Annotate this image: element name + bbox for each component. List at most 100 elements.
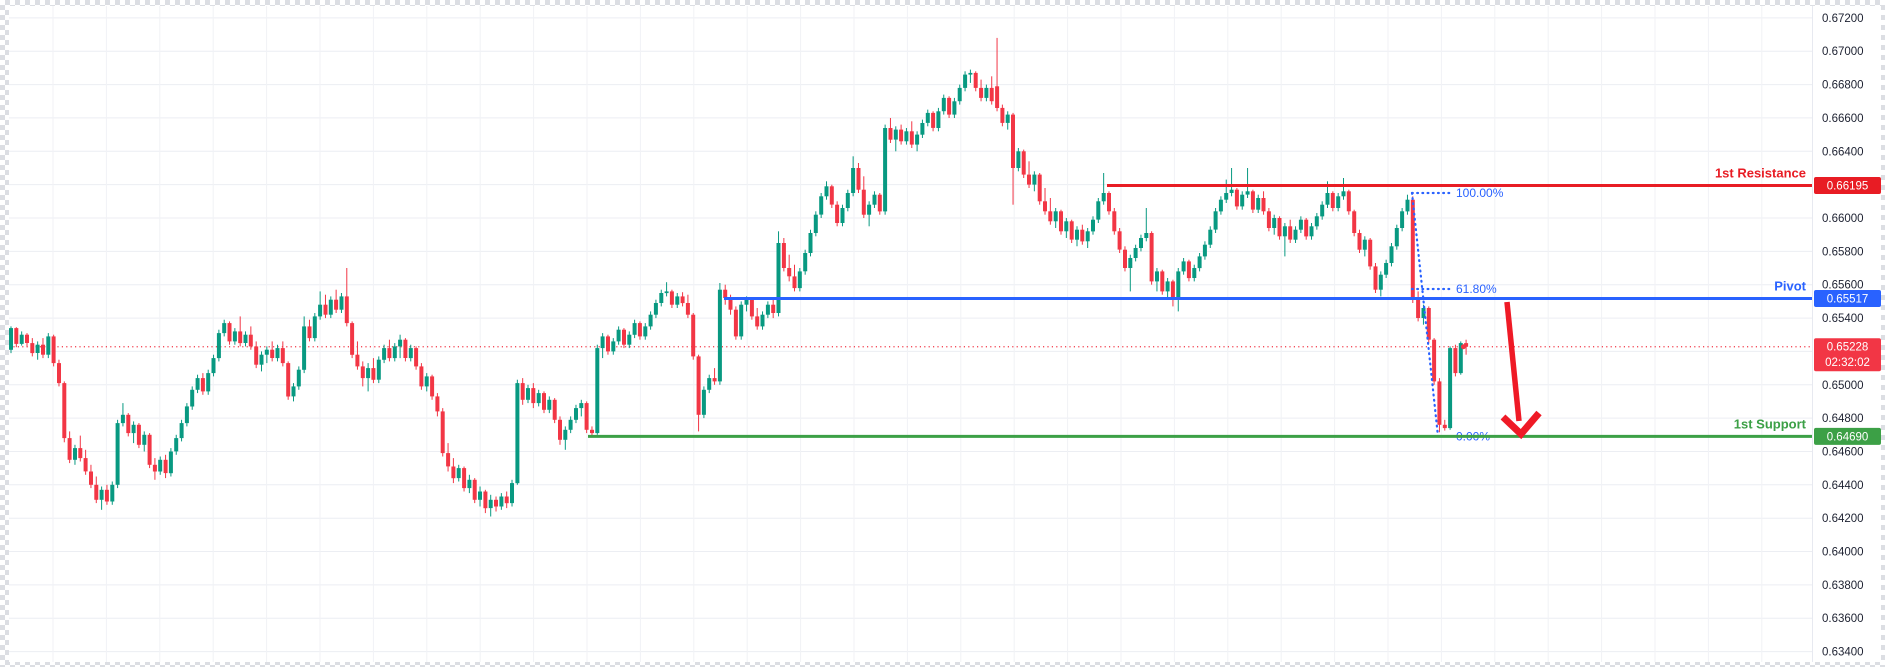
candle — [131, 424, 136, 434]
price-tick-label: 0.67000 — [1822, 46, 1864, 58]
candle — [744, 299, 749, 305]
fib-label-100: 100.00% — [1456, 186, 1504, 200]
fib-label-618: 61.80% — [1456, 282, 1497, 296]
candle — [1384, 263, 1389, 275]
candle — [664, 291, 669, 294]
candle — [574, 408, 578, 420]
candle — [1107, 193, 1111, 212]
trend-arrow-shaft[interactable] — [1504, 301, 1522, 422]
candle — [1314, 216, 1319, 227]
candle — [1277, 218, 1282, 237]
candle — [883, 128, 888, 212]
resistance-label: 1st Resistance — [1715, 166, 1806, 181]
candle — [1165, 281, 1170, 292]
price-tick-label: 0.64400 — [1822, 480, 1864, 492]
candle — [632, 323, 637, 335]
fib-trend-line[interactable] — [1410, 191, 1440, 438]
candle — [35, 344, 40, 353]
candle — [542, 393, 546, 410]
candle — [728, 298, 733, 310]
candle — [760, 314, 765, 327]
candle — [499, 496, 504, 507]
candle — [1256, 198, 1261, 210]
candle — [616, 329, 621, 342]
candle — [307, 326, 312, 339]
candle — [1245, 191, 1250, 195]
candle — [1389, 246, 1394, 263]
candle — [968, 72, 973, 75]
support-price-badge: 0.64690 — [1814, 427, 1881, 445]
candle — [819, 196, 824, 215]
candle — [1410, 199, 1415, 300]
candle — [931, 112, 936, 128]
candle — [1250, 191, 1255, 210]
candle — [1043, 201, 1047, 212]
candle — [19, 334, 24, 344]
candle — [142, 434, 147, 445]
candle — [995, 86, 1000, 108]
candle — [888, 128, 893, 140]
candle — [1048, 211, 1053, 222]
candle — [446, 453, 451, 467]
price-tick-label: 0.66600 — [1822, 113, 1864, 125]
pivot-price-value: 0.65517 — [1827, 294, 1869, 306]
chart-plot-area[interactable] — [9, 6, 1881, 662]
candle — [376, 359, 381, 380]
candle — [1064, 221, 1069, 232]
candle — [696, 356, 701, 415]
price-tick-label: 0.64800 — [1822, 413, 1864, 425]
candle — [648, 314, 653, 327]
candle — [909, 131, 914, 145]
candle — [467, 479, 472, 489]
candle — [1426, 308, 1431, 340]
candle — [1288, 226, 1293, 240]
candle — [1304, 219, 1309, 237]
candle — [1298, 219, 1303, 230]
candle — [1400, 211, 1405, 228]
candle — [1437, 381, 1442, 425]
candle — [1080, 229, 1085, 242]
candle — [318, 304, 323, 317]
candle — [67, 438, 72, 460]
fib-retracement[interactable]: 100.00% 61.80% 0.00% — [1410, 186, 1504, 444]
price-tick-label: 0.64000 — [1822, 547, 1864, 559]
pivot-price-badge: 0.65517 — [1814, 290, 1881, 307]
candle — [877, 194, 882, 212]
candle — [1155, 271, 1159, 282]
price-axis[interactable]: 0.67200 0.67000 0.66800 0.66600 0.66400 0.660… — [1812, 6, 1882, 662]
candle — [392, 346, 397, 359]
candle — [1416, 299, 1421, 318]
candle — [590, 429, 594, 434]
price-tick-label: 0.65800 — [1822, 246, 1864, 258]
candle — [1123, 249, 1127, 268]
candle — [408, 348, 413, 359]
candle — [526, 388, 530, 400]
candle — [579, 403, 584, 409]
candle — [653, 303, 658, 315]
candle — [765, 304, 770, 315]
candle — [669, 291, 674, 305]
candle — [1346, 191, 1351, 212]
candle — [174, 438, 179, 452]
candle — [152, 464, 157, 472]
candle — [1224, 193, 1229, 200]
candle — [424, 376, 429, 387]
candle — [920, 123, 925, 135]
candle — [829, 186, 834, 205]
candle — [168, 451, 173, 474]
candle — [25, 334, 29, 343]
candle — [1368, 239, 1373, 267]
candle — [749, 299, 754, 317]
candle — [1453, 348, 1458, 374]
candle — [1027, 174, 1031, 185]
candle — [456, 468, 461, 479]
last-price-badge: 0.65228 02:32:02 — [1814, 338, 1881, 372]
candle — [46, 336, 51, 355]
candle — [296, 369, 301, 387]
candle — [435, 396, 440, 412]
candle — [1357, 233, 1362, 250]
candle — [184, 406, 189, 424]
candle — [195, 378, 200, 390]
trend-arrow[interactable] — [1500, 301, 1542, 440]
